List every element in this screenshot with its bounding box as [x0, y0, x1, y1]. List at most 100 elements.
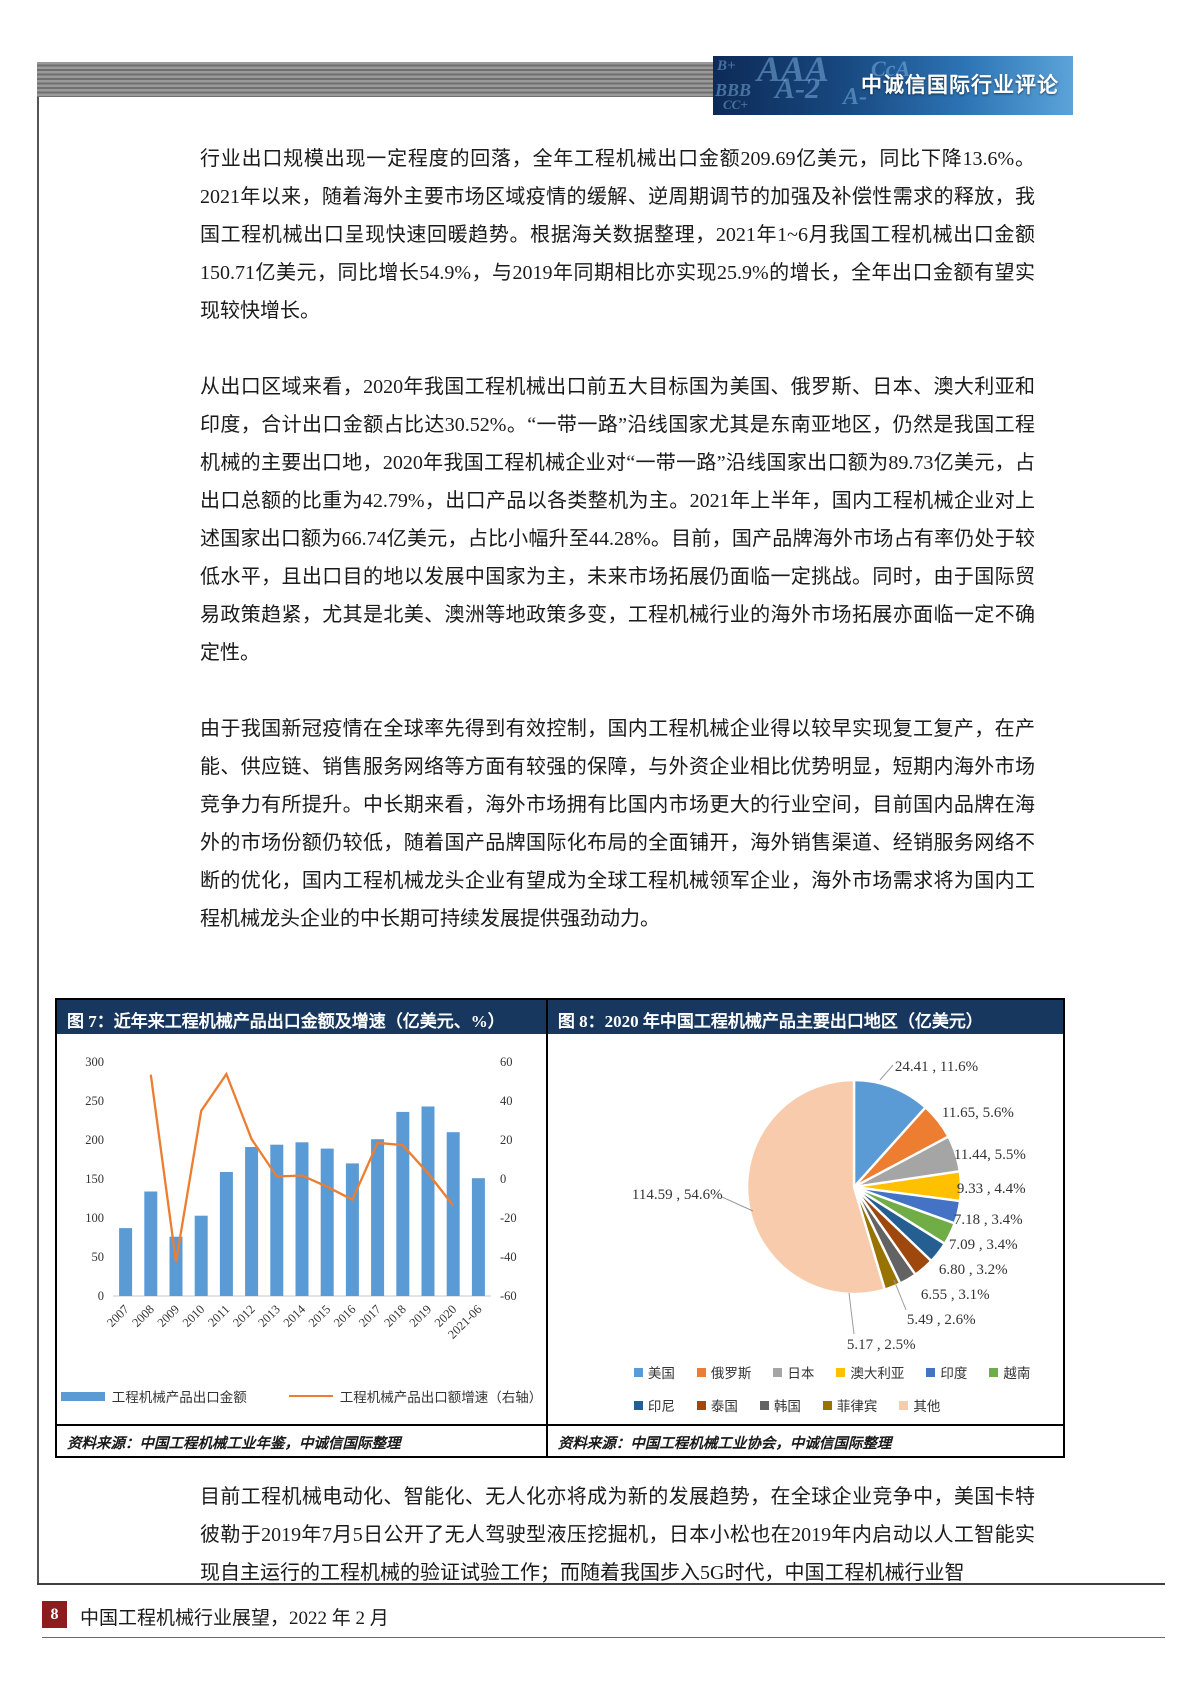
- paragraph-export-scale: 行业出口规模出现一定程度的回落，全年工程机械出口金额209.69亿美元，同比下降…: [200, 148, 1035, 322]
- legend-swatch: [926, 1367, 936, 1377]
- legend-label: 工程机械产品出口金额: [111, 1390, 247, 1405]
- figure8-source: 资料来源：中国工程机械工业协会，中诚信国际整理: [547, 1424, 1063, 1456]
- paragraph-covid-control: 由于我国新冠疫情在全球率先得到有效控制，国内工程机械企业得以较早实现复工复产，在…: [200, 718, 1035, 930]
- legend-label: 俄罗斯: [710, 1366, 752, 1381]
- legend-swatch: [696, 1367, 706, 1377]
- legend-swatch: [899, 1400, 909, 1410]
- pie-slice-label: 11.65, 5.6%: [941, 1105, 1014, 1121]
- paragraph-trends: 目前工程机械电动化、智能化、无人化亦将成为新的发展趋势，在全球企业竞争中，美国卡…: [200, 1486, 1035, 1584]
- pie-legend-item: 其他: [899, 1395, 940, 1415]
- svg-text:2015: 2015: [306, 1302, 334, 1330]
- svg-text:2013: 2013: [255, 1302, 283, 1330]
- figure7-source: 资料来源：中国工程机械工业年鉴，中诚信国际整理: [57, 1424, 546, 1456]
- legend-label: 泰国: [710, 1399, 738, 1414]
- pie-legend-item: 印度: [926, 1362, 967, 1382]
- svg-text:2012: 2012: [230, 1302, 258, 1330]
- watermark-text: AAA: [757, 56, 830, 89]
- pie-legend-item: 泰国: [696, 1395, 738, 1415]
- line-series-swatch: [288, 1394, 333, 1398]
- export-region-pie-chart: [721, 1064, 963, 1335]
- pie-slice-label: 6.80 , 3.2%: [938, 1262, 1008, 1278]
- svg-text:2019: 2019: [407, 1302, 435, 1330]
- legend-swatch: [836, 1367, 846, 1377]
- watermark-text: BBB: [715, 80, 752, 100]
- watermark-text: CC+: [723, 97, 748, 112]
- pie-legend-item: 澳大利亚: [836, 1362, 904, 1382]
- pie-legend-item: 俄罗斯: [696, 1362, 752, 1382]
- svg-text:2017: 2017: [356, 1302, 384, 1330]
- svg-text:2014: 2014: [281, 1302, 309, 1330]
- footer-bottom-rule: [42, 1637, 1165, 1638]
- watermark-text: A-2: [775, 72, 820, 105]
- svg-text:2009: 2009: [155, 1302, 183, 1330]
- pie-slice-label: 6.55 , 3.1%: [920, 1287, 990, 1303]
- svg-text:0: 0: [500, 1172, 506, 1186]
- pie-legend-item: 菲律宾: [822, 1395, 878, 1415]
- export-bar-line-chart: 050100150200250300-60-40-200204060200720…: [85, 1055, 517, 1342]
- page-number-badge: 8: [42, 1601, 67, 1628]
- figure8-chart-area: 24.41 , 11.6% 11.65, 5.6% 11.44, 5.5% 9.33 …: [547, 1034, 1063, 1424]
- svg-text:60: 60: [500, 1055, 513, 1069]
- rating-watermark: B+ AAA CcA BBB A-2 CC+ A-: [713, 56, 1073, 115]
- document-body-continued: 目前工程机械电动化、智能化、无人化亦将成为新的发展趋势，在全球企业竞争中，美国卡…: [200, 1478, 1035, 1592]
- svg-text:50: 50: [92, 1250, 105, 1264]
- svg-text:150: 150: [85, 1172, 104, 1186]
- pie-slice-label: 11.44, 5.5%: [953, 1147, 1026, 1163]
- legend-swatch: [822, 1400, 832, 1410]
- legend-label: 工程机械产品出口额增速（右轴）: [339, 1390, 543, 1405]
- legend-label: 印尼: [647, 1399, 675, 1414]
- pie-slice-label: 24.41 , 11.6%: [894, 1059, 979, 1075]
- pie-legend-item: 日本: [773, 1362, 814, 1382]
- svg-text:200: 200: [85, 1133, 104, 1147]
- svg-text:2011: 2011: [205, 1302, 232, 1329]
- svg-text:0: 0: [98, 1289, 104, 1303]
- legend-label: 美国: [647, 1366, 675, 1381]
- figure7-column: 图 7：近年来工程机械产品出口金额及增速（亿美元、%） 0 50 100 150 200…: [57, 1000, 546, 1456]
- legend-swatch: [989, 1367, 999, 1377]
- left-page-rule: [37, 97, 39, 1583]
- header-stripes: [37, 62, 713, 97]
- svg-text:2016: 2016: [331, 1302, 359, 1330]
- bar-series-swatch: [60, 1391, 105, 1401]
- svg-text:-60: -60: [500, 1289, 517, 1303]
- legend-label: 其他: [913, 1399, 941, 1414]
- legend-item-export-amount: 工程机械产品出口金额: [60, 1386, 247, 1406]
- svg-text:100: 100: [85, 1211, 104, 1225]
- watermark-text: B+: [717, 58, 736, 74]
- legend-item-growth-rate: 工程机械产品出口额增速（右轴）: [288, 1386, 543, 1406]
- pie-slice-label: 7.09 , 3.4%: [948, 1237, 1018, 1253]
- legend-label: 韩国: [773, 1399, 801, 1414]
- legend-label: 澳大利亚: [850, 1366, 905, 1381]
- watermark-text: CcA: [871, 56, 911, 81]
- svg-text:2018: 2018: [381, 1302, 409, 1330]
- banner-title: 中诚信国际行业评论: [861, 73, 1059, 97]
- pie-slice-label: 5.17 , 2.5%: [846, 1337, 916, 1353]
- svg-text:300: 300: [85, 1055, 104, 1069]
- legend-swatch: [759, 1400, 769, 1410]
- legend-swatch: [773, 1367, 783, 1377]
- paragraph-export-regions: 从出口区域来看，2020年我国工程机械出口前五大目标国为美国、俄罗斯、日本、澳大…: [200, 376, 1035, 664]
- svg-text:-20: -20: [500, 1211, 517, 1225]
- bar-chart-legend: 工程机械产品出口金额 工程机械产品出口额增速（右轴）: [57, 1386, 546, 1406]
- svg-text:250: 250: [85, 1094, 104, 1108]
- figure8-column: 图 8：2020 年中国工程机械产品主要出口地区（亿美元） 24.41 , 11…: [545, 1000, 1063, 1456]
- legend-swatch: [633, 1400, 643, 1410]
- legend-label: 日本: [787, 1366, 815, 1381]
- legend-label: 菲律宾: [836, 1399, 878, 1414]
- brand-banner: B+ AAA CcA BBB A-2 CC+ A- 中诚信国际行业评论: [713, 56, 1073, 115]
- legend-swatch: [696, 1400, 706, 1410]
- pie-slice-label: 114.59 , 54.6%: [631, 1187, 723, 1203]
- legend-label: 越南: [1003, 1366, 1031, 1381]
- pie-legend-item: 印尼: [633, 1395, 675, 1415]
- legend-label: 印度: [940, 1366, 968, 1381]
- pie-slice-label: 9.33 , 4.4%: [956, 1181, 1026, 1197]
- figure7-chart-area: 0 50 100 150 200 250 300 -60 -40 -20 0 20 40 60 2007 20…: [57, 1034, 546, 1424]
- figure7-title: 图 7：近年来工程机械产品出口金额及增速（亿美元、%）: [57, 1000, 546, 1034]
- pie-legend-item: 韩国: [759, 1395, 801, 1415]
- figure8-title: 图 8：2020 年中国工程机械产品主要出口地区（亿美元）: [547, 1000, 1063, 1034]
- figure-panel: 图 7：近年来工程机械产品出口金额及增速（亿美元、%） 0 50 100 150 200…: [55, 998, 1065, 1458]
- footer-top-rule: [37, 1583, 1165, 1585]
- svg-text:2010: 2010: [180, 1302, 208, 1330]
- document-body: 行业出口规模出现一定程度的回落，全年工程机械出口金额209.69亿美元，同比下降…: [200, 140, 1035, 938]
